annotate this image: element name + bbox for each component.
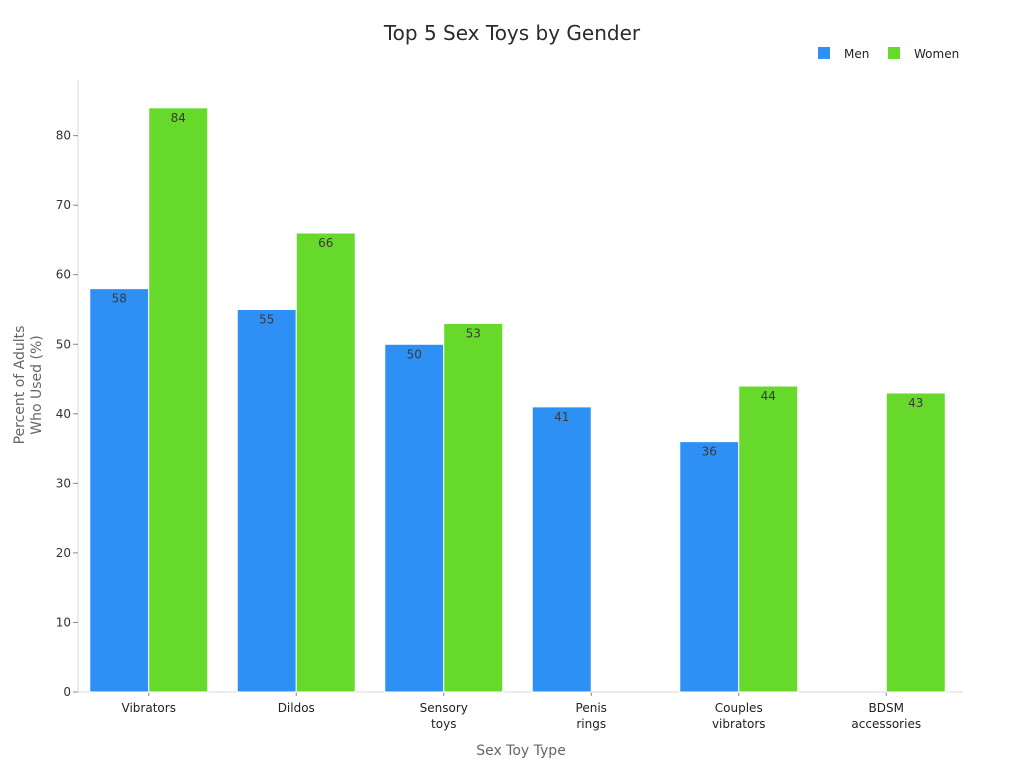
bar-men-penis-rings [531, 406, 592, 693]
x-tick-label-dildos: Dildos [278, 701, 315, 715]
y-tick-label: 30 [56, 476, 71, 490]
y-tick-label: 0 [63, 685, 71, 699]
data-label-men-sensory-toys: 50 [407, 347, 422, 361]
legend-swatch [888, 47, 900, 59]
data-label-women-bdsm-accessories: 43 [908, 396, 923, 410]
y-tick-label: 80 [56, 129, 71, 143]
bar-women-vibrators [148, 107, 209, 693]
y-tick-label: 40 [56, 407, 71, 421]
y-axis-title: Percent of AdultsWho Used (%) [12, 326, 45, 445]
y-tick-label: 70 [56, 198, 71, 212]
data-label-men-couples-vibrators: 36 [702, 445, 717, 459]
legend-item-men: Men [818, 47, 869, 61]
legend-label: Women [914, 47, 959, 61]
y-tick-label: 60 [56, 268, 71, 282]
y-tick-label: 20 [56, 546, 71, 560]
y-tick-label: 10 [56, 615, 71, 629]
legend-swatch [818, 47, 830, 59]
data-label-men-vibrators: 58 [112, 292, 127, 306]
bar-women-bdsm-accessories [885, 392, 946, 693]
bar-men-couples-vibrators [679, 441, 740, 693]
data-label-women-vibrators: 84 [171, 111, 186, 125]
data-label-women-couples-vibrators: 44 [761, 389, 776, 403]
x-tick-label-couples-vibrators: Couples vibrators [712, 701, 766, 731]
data-label-men-dildos: 55 [259, 313, 274, 327]
x-axis-title: Sex Toy Type [476, 743, 566, 759]
data-label-women-dildos: 66 [318, 236, 333, 250]
legend: Men Women [818, 47, 959, 61]
bar-labels: 58 84 55 66 50 53 41 36 44 43 [112, 111, 924, 459]
x-tick-label-sensory-toys: Sensory toys [420, 701, 468, 731]
legend-item-women: Women [888, 47, 959, 61]
bar-women-dildos [295, 232, 356, 693]
bar-men-sensory-toys [384, 343, 445, 693]
bar-women-couples-vibrators [738, 385, 799, 693]
x-axis: Vibrators Dildos Sensory toys Penis rings Coup… [78, 691, 963, 731]
x-tick-label-bdsm-accessories: BDSM accessories [851, 701, 921, 731]
chart-title: Top 5 Sex Toys by Gender [383, 21, 641, 45]
legend-label: Men [844, 47, 869, 61]
data-label-women-sensory-toys: 53 [466, 326, 481, 340]
x-tick-label-vibrators: Vibrators [122, 701, 176, 715]
x-tick-label-penis-rings: Penis rings [576, 701, 607, 731]
y-axis: 0 10 20 30 40 50 60 70 80 [56, 80, 79, 699]
bars [89, 107, 946, 693]
bar-men-dildos [236, 309, 297, 693]
bar-women-sensory-toys [443, 322, 504, 693]
bar-men-vibrators [89, 288, 150, 693]
data-label-men-penis-rings: 41 [554, 410, 569, 424]
y-tick-label: 50 [56, 337, 71, 351]
